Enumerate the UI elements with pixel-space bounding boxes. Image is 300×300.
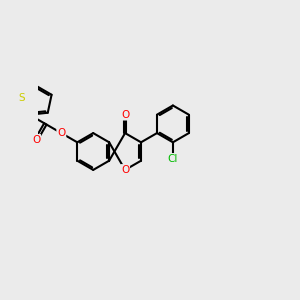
Text: S: S: [19, 93, 25, 103]
Text: O: O: [57, 128, 65, 138]
Text: Cl: Cl: [168, 154, 178, 164]
Text: O: O: [121, 110, 129, 120]
Text: O: O: [32, 135, 40, 145]
Text: O: O: [121, 165, 129, 175]
